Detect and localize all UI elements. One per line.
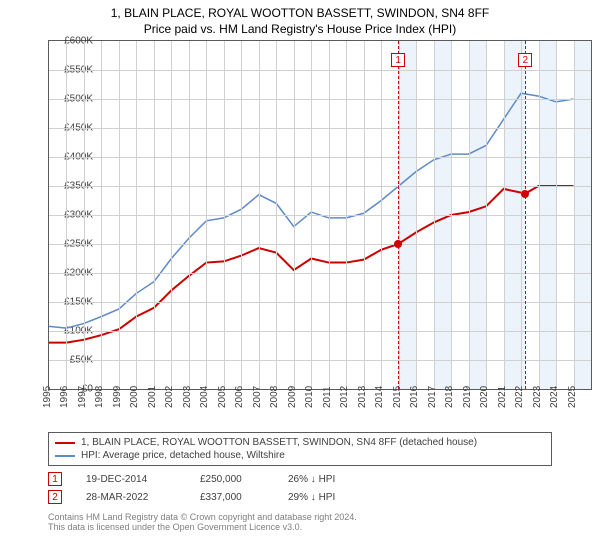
x-tick-label: 2019 bbox=[462, 386, 473, 408]
sale-marker-2: 2 bbox=[518, 53, 532, 67]
legend-label-property: 1, BLAIN PLACE, ROYAL WOOTTON BASSETT, S… bbox=[81, 437, 477, 448]
footer: Contains HM Land Registry data © Crown c… bbox=[48, 512, 552, 532]
legend-swatch-property bbox=[55, 442, 75, 444]
sale-row-diff: 29% ↓ HPI bbox=[288, 492, 368, 503]
sales-table: 1 19-DEC-2014 £250,000 26% ↓ HPI 2 28-MAR-202… bbox=[48, 470, 552, 506]
legend-item-property: 1, BLAIN PLACE, ROYAL WOOTTON BASSETT, S… bbox=[55, 436, 545, 449]
sale-marker-1: 1 bbox=[391, 53, 405, 67]
x-tick-label: 2005 bbox=[217, 386, 228, 408]
x-tick-label: 2014 bbox=[374, 386, 385, 408]
x-tick-label: 1997 bbox=[77, 386, 88, 408]
x-tick-label: 2017 bbox=[427, 386, 438, 408]
x-tick-label: 2002 bbox=[164, 386, 175, 408]
legend-item-hpi: HPI: Average price, detached house, Wilt… bbox=[55, 449, 545, 462]
x-tick-label: 2006 bbox=[234, 386, 245, 408]
sale-row-marker: 2 bbox=[48, 490, 62, 504]
x-tick-label: 1995 bbox=[42, 386, 53, 408]
legend: 1, BLAIN PLACE, ROYAL WOOTTON BASSETT, S… bbox=[48, 432, 552, 466]
x-tick-label: 2003 bbox=[182, 386, 193, 408]
x-tick-label: 2004 bbox=[199, 386, 210, 408]
legend-label-hpi: HPI: Average price, detached house, Wilt… bbox=[81, 450, 285, 461]
sale-row-marker: 1 bbox=[48, 472, 62, 486]
x-tick-label: 2018 bbox=[444, 386, 455, 408]
sale-row-price: £250,000 bbox=[200, 474, 264, 485]
legend-swatch-hpi bbox=[55, 455, 75, 457]
x-tick-label: 2000 bbox=[129, 386, 140, 408]
footer-line-2: This data is licensed under the Open Gov… bbox=[48, 522, 552, 532]
plot-area: £0£50K£100K£150K£200K£250K£300K£350K£400… bbox=[48, 40, 592, 390]
x-tick-label: 2022 bbox=[514, 386, 525, 408]
sale-row: 2 28-MAR-2022 £337,000 29% ↓ HPI bbox=[48, 488, 552, 506]
x-tick-label: 2001 bbox=[147, 386, 158, 408]
x-tick-label: 2010 bbox=[304, 386, 315, 408]
x-tick-label: 2016 bbox=[409, 386, 420, 408]
x-tick-label: 1996 bbox=[59, 386, 70, 408]
x-tick-label: 2013 bbox=[357, 386, 368, 408]
x-tick-label: 2015 bbox=[392, 386, 403, 408]
x-tick-label: 1998 bbox=[94, 386, 105, 408]
footer-line-1: Contains HM Land Registry data © Crown c… bbox=[48, 512, 552, 522]
x-tick-label: 2012 bbox=[339, 386, 350, 408]
x-axis: 1995199619971998199920002001200220032004… bbox=[48, 390, 592, 426]
x-tick-label: 2023 bbox=[532, 386, 543, 408]
x-tick-label: 2021 bbox=[497, 386, 508, 408]
sale-row-date: 28-MAR-2022 bbox=[86, 492, 176, 503]
sale-row-price: £337,000 bbox=[200, 492, 264, 503]
x-tick-label: 2008 bbox=[269, 386, 280, 408]
x-tick-label: 2011 bbox=[322, 386, 333, 408]
x-tick-label: 1999 bbox=[112, 386, 123, 408]
x-tick-label: 2009 bbox=[287, 386, 298, 408]
sale-point bbox=[394, 240, 402, 248]
sale-row: 1 19-DEC-2014 £250,000 26% ↓ HPI bbox=[48, 470, 552, 488]
chart-container: 1, BLAIN PLACE, ROYAL WOOTTON BASSETT, S… bbox=[0, 0, 600, 560]
sale-row-date: 19-DEC-2014 bbox=[86, 474, 176, 485]
x-tick-label: 2020 bbox=[479, 386, 490, 408]
x-tick-label: 2024 bbox=[549, 386, 560, 408]
sale-row-diff: 26% ↓ HPI bbox=[288, 474, 368, 485]
sale-point bbox=[521, 190, 529, 198]
chart-title: 1, BLAIN PLACE, ROYAL WOOTTON BASSETT, S… bbox=[0, 0, 600, 20]
x-tick-label: 2007 bbox=[252, 386, 263, 408]
x-tick-label: 2025 bbox=[567, 386, 578, 408]
